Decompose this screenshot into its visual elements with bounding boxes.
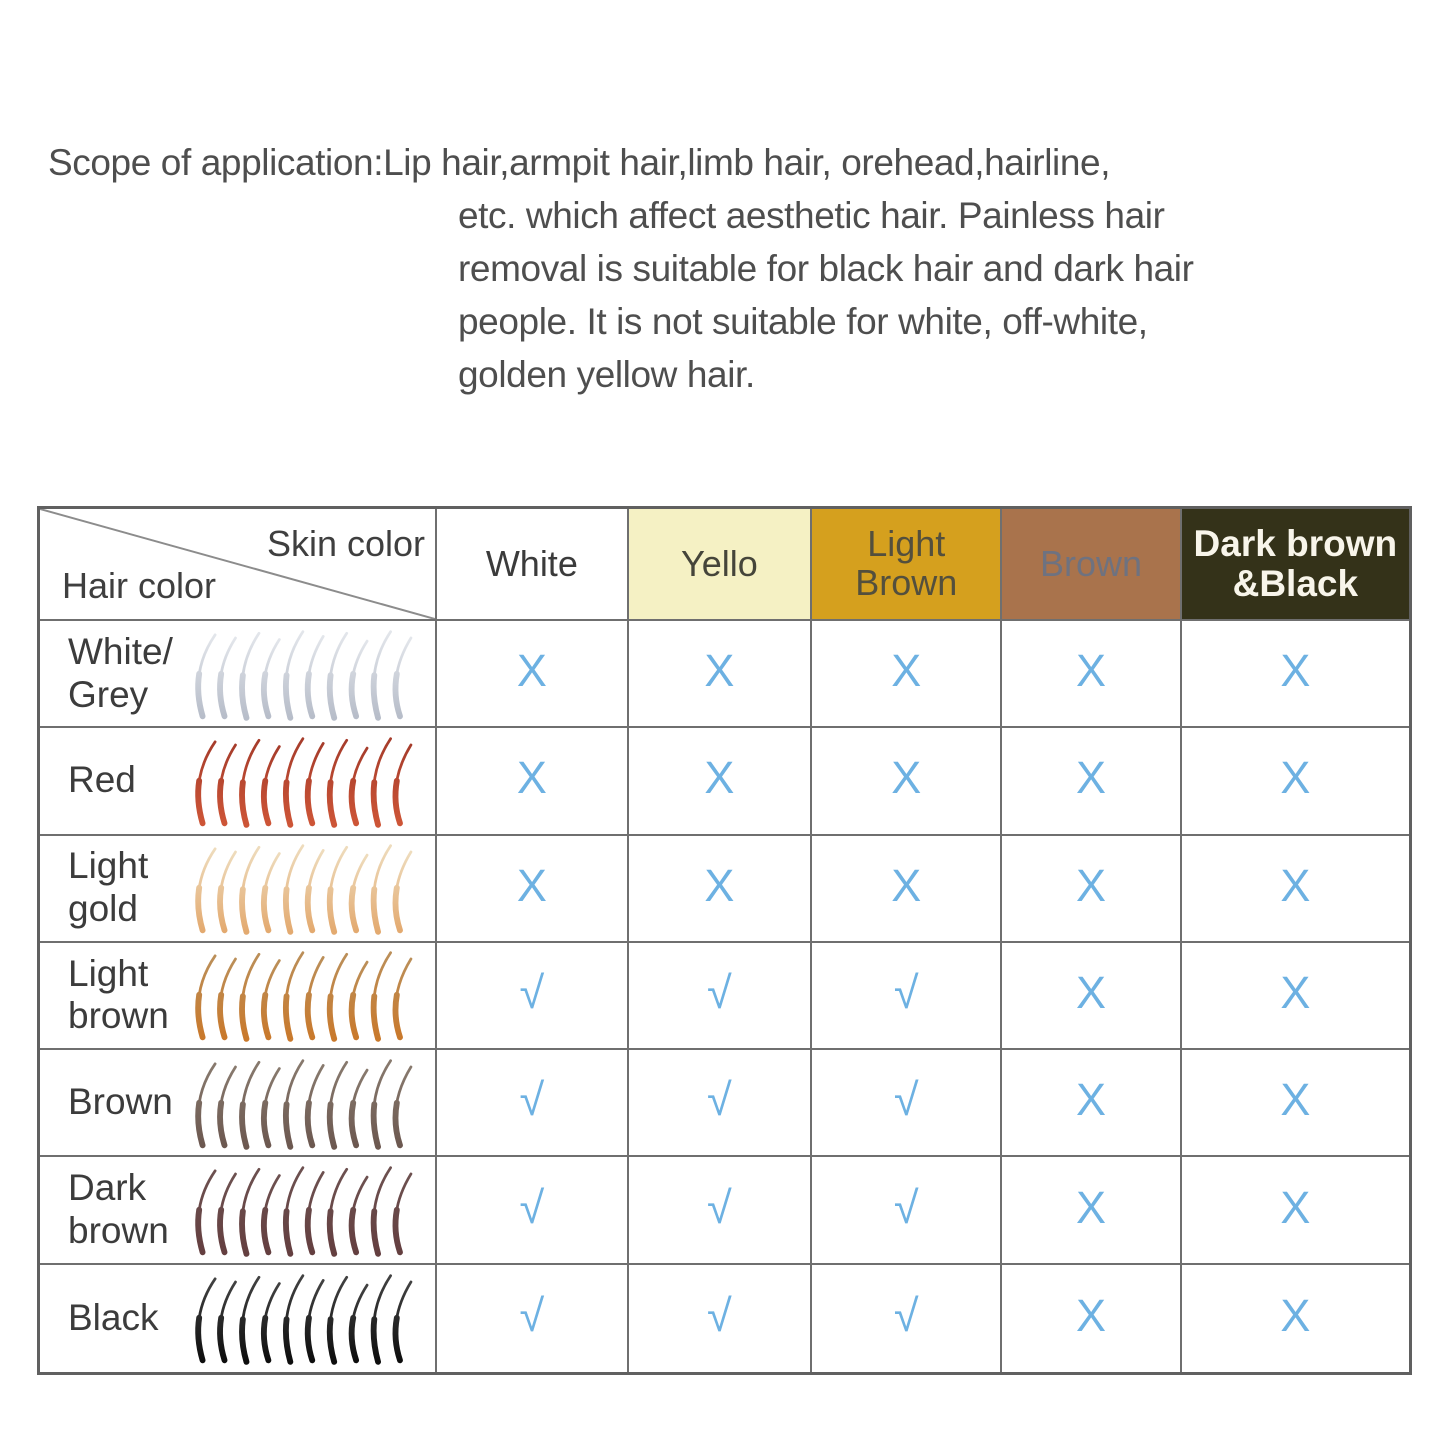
mark-cell: √ <box>812 1157 1003 1265</box>
hair-row-dark-brown: Dark brown <box>40 1157 437 1265</box>
mark-cell: √ <box>437 1264 629 1372</box>
mark-cell: √ <box>437 1050 629 1158</box>
mark-cell: X <box>628 728 813 836</box>
row-label: Light gold <box>68 845 149 930</box>
mark-cell: √ <box>629 1264 813 1372</box>
hair-strands-illustration <box>187 627 425 721</box>
hair-color-axis-label: Hair color <box>62 565 217 606</box>
row-label: Black <box>68 1296 159 1338</box>
mark-cell: X <box>1002 621 1182 729</box>
scope-of-application-paragraph: Scope of application:Lip hair,armpit hai… <box>0 136 1445 401</box>
mark-cell: √ <box>628 1050 813 1158</box>
mark-cell: X <box>812 621 1003 729</box>
mark-cell: X <box>1181 943 1409 1051</box>
mark-cell: √ <box>812 942 1003 1051</box>
mark-cell: X <box>1181 836 1409 943</box>
diagonal-divider <box>40 509 435 619</box>
mark-cell: X <box>1002 1157 1182 1265</box>
mark-cell: X <box>1181 1050 1409 1158</box>
row-label: White/ Grey <box>68 630 173 715</box>
mark-cell: √ <box>812 1050 1003 1158</box>
hair-strands-illustration <box>187 734 425 828</box>
intro-line: Scope of application:Lip hair,armpit hai… <box>48 142 1111 183</box>
row-label: Brown <box>68 1081 173 1123</box>
mark-cell: X <box>1181 621 1409 729</box>
mark-cell: X <box>437 621 629 729</box>
hair-row-light-gold: Light gold <box>40 835 437 943</box>
hair-row-white-grey: White/ Grey <box>40 621 437 729</box>
row-label: Dark brown <box>68 1167 169 1252</box>
skin-column-white: White <box>437 509 629 621</box>
hair-row-black: Black <box>40 1264 437 1372</box>
skin-color-axis-label: Skin color <box>266 523 425 564</box>
mark-cell: X <box>812 835 1003 943</box>
skin-hair-compatibility-table: Skin color Hair color White Yello Light … <box>37 506 1412 1375</box>
hair-strands-illustration <box>187 1163 425 1257</box>
mark-cell: X <box>1181 728 1409 836</box>
skin-column-brown: Brown <box>1002 509 1182 621</box>
mark-cell: X <box>1002 728 1182 836</box>
intro-line: removal is suitable for black hair and d… <box>458 248 1194 289</box>
intro-line: etc. which affect aesthetic hair. Painle… <box>458 195 1165 236</box>
mark-cell: X <box>628 835 813 943</box>
mark-cell: √ <box>628 942 813 1051</box>
hair-strands-illustration <box>187 948 425 1042</box>
mark-cell: √ <box>812 1264 1003 1372</box>
hair-row-light-brown: Light brown <box>40 942 437 1051</box>
hair-strands-illustration <box>187 841 425 935</box>
mark-cell: √ <box>437 1157 629 1265</box>
mark-cell: X <box>812 728 1003 836</box>
skin-column-yello: Yello <box>628 509 813 621</box>
mark-cell: X <box>1181 1157 1409 1265</box>
hair-row-red: Red <box>40 728 437 836</box>
hair-strands-illustration <box>187 1271 425 1365</box>
intro-line: people. It is not suitable for white, of… <box>458 301 1148 342</box>
mark-cell: X <box>1280 1289 1311 1341</box>
skin-column-dark-brown-black: Dark brown &Black <box>1181 509 1409 621</box>
intro-line: golden yellow hair. <box>458 354 755 395</box>
mark-cell: X <box>628 621 813 729</box>
corner-cell: Skin color Hair color <box>40 509 437 621</box>
mark-cell: X <box>1002 1050 1182 1158</box>
skin-column-light-brown: Light Brown <box>812 509 1003 621</box>
hair-strands-illustration <box>187 1056 425 1150</box>
hair-row-brown: Brown <box>40 1050 437 1158</box>
mark-cell: X <box>1002 942 1182 1051</box>
mark-cell: X <box>1002 835 1182 943</box>
row-label: Red <box>68 759 136 801</box>
mark-cell: √ <box>437 942 629 1051</box>
mark-cell: X <box>1002 1264 1182 1372</box>
mark-cell: X <box>437 728 629 836</box>
mark-cell: X <box>437 835 629 943</box>
mark-cell: √ <box>628 1157 813 1265</box>
row-label: Light brown <box>68 952 169 1037</box>
